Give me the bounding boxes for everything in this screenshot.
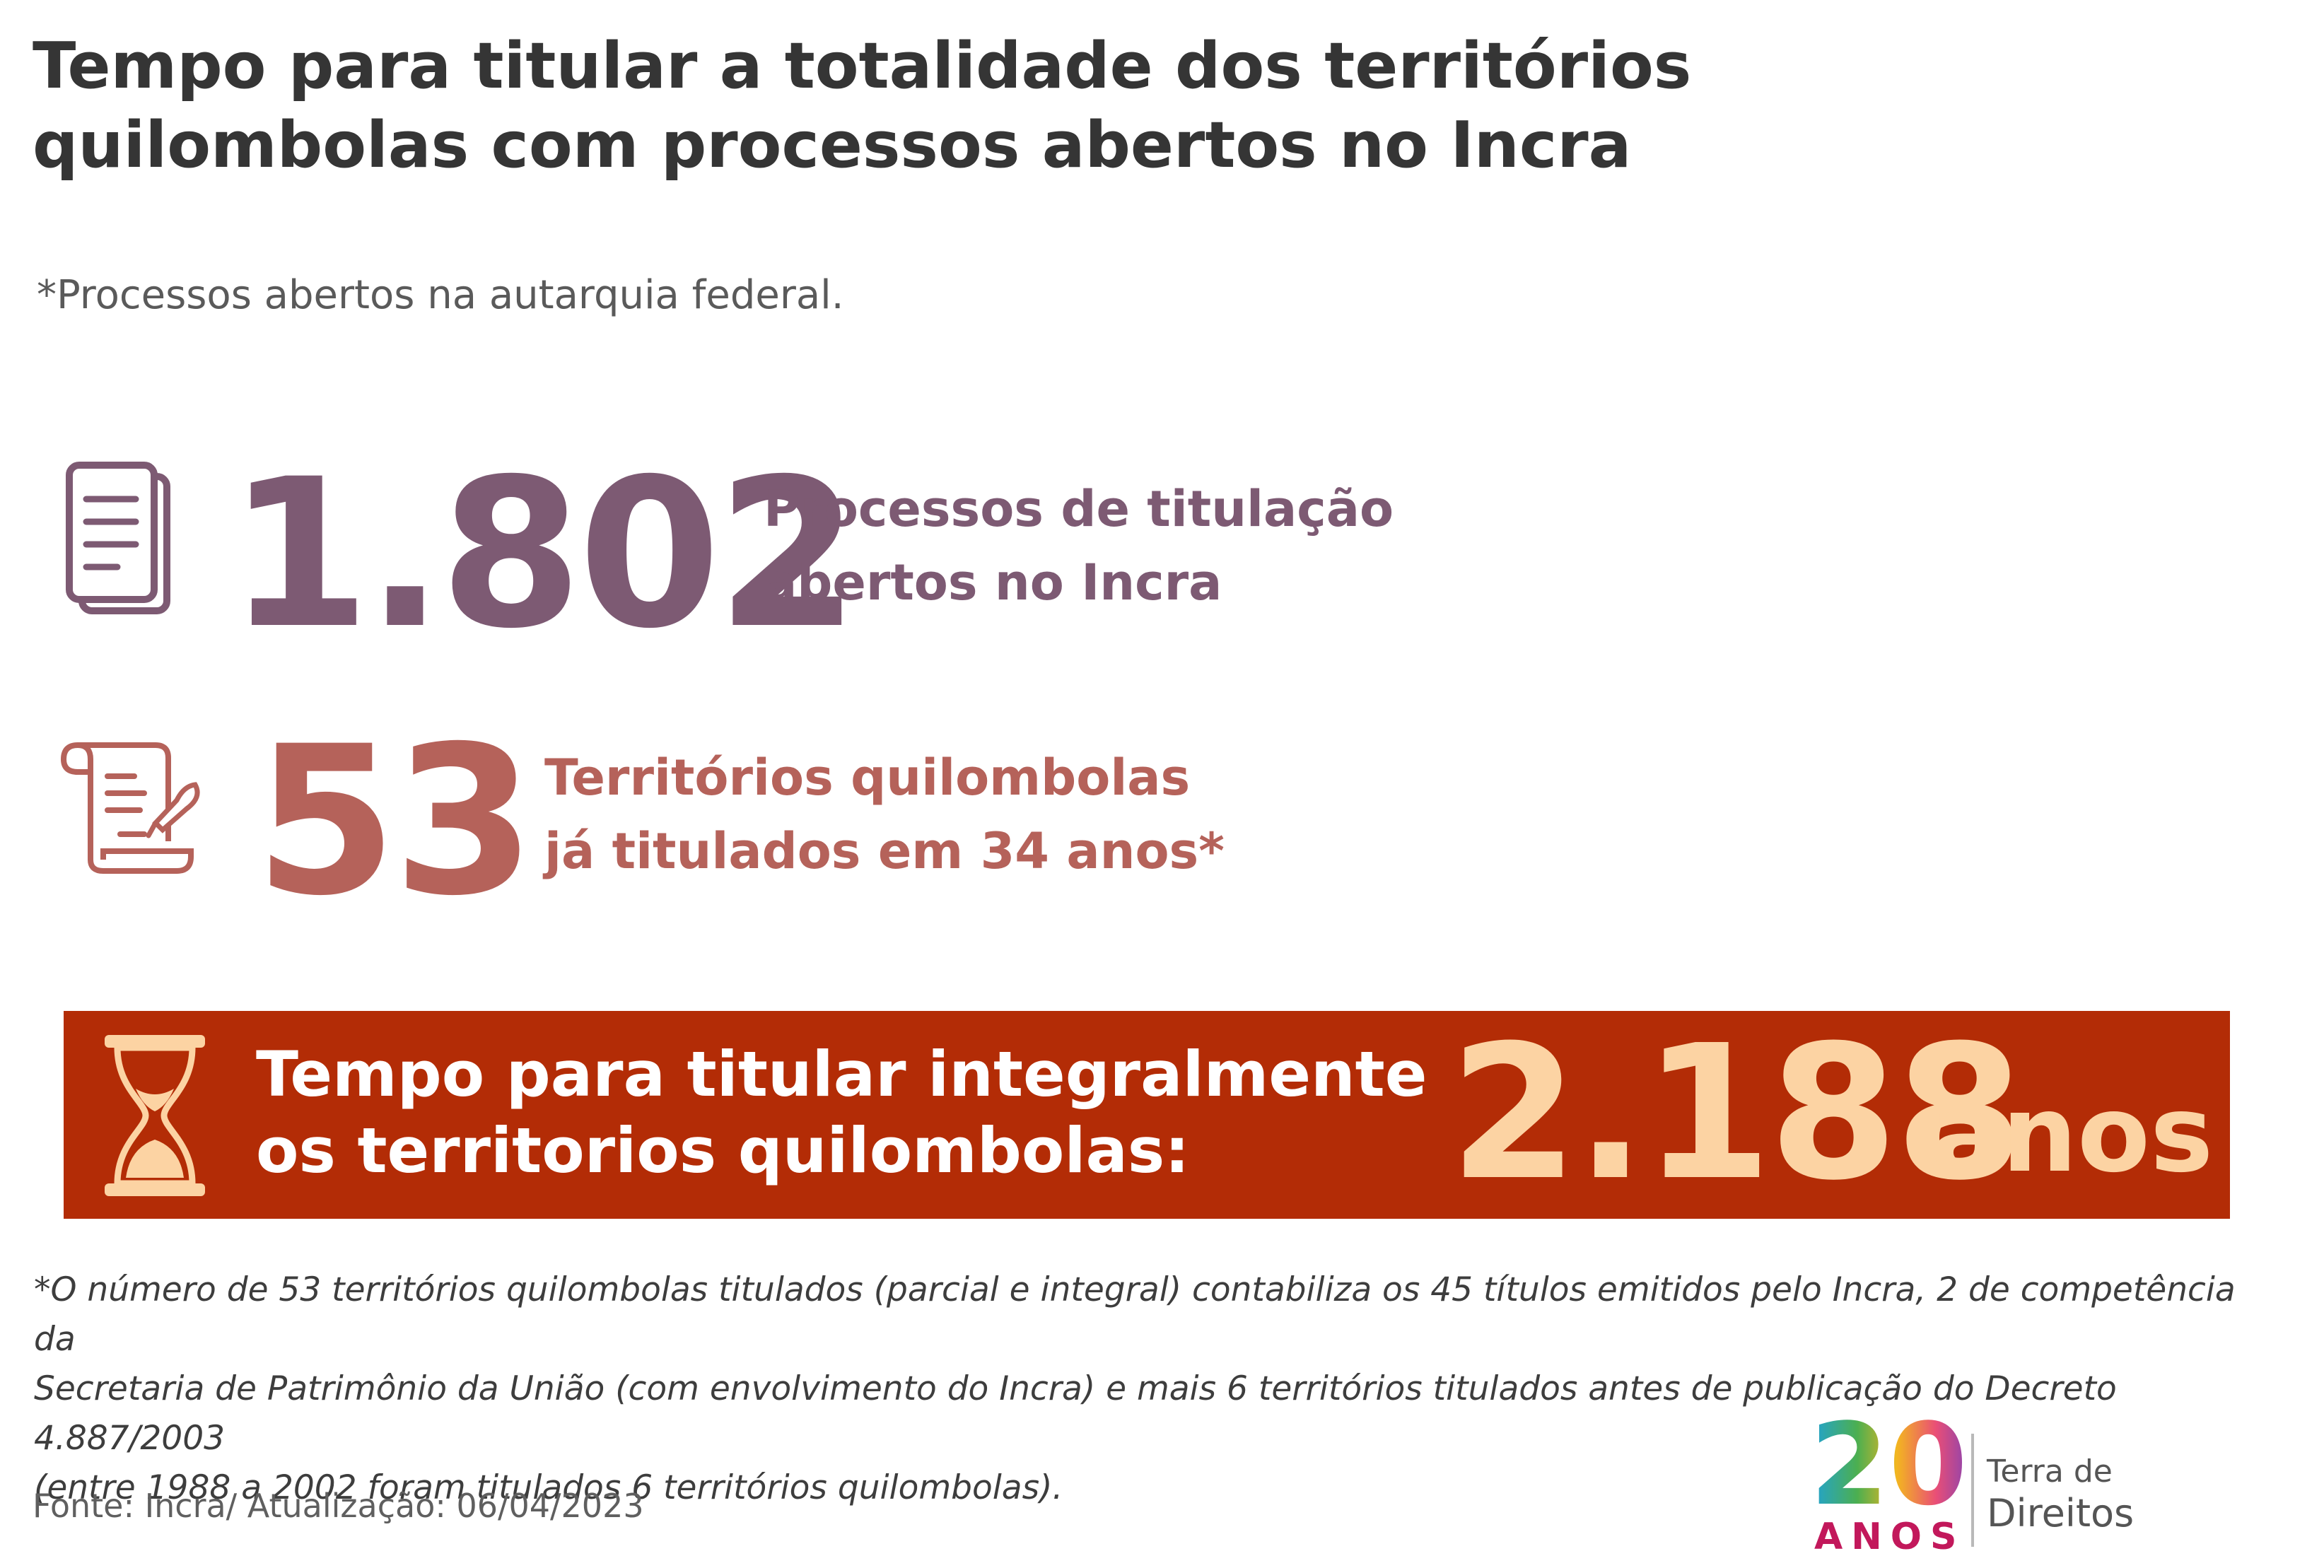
stat-titled-territories: 53 Territórios quilombolas já titulados …	[0, 0, 2324, 925]
banner-text: Tempo para titular integralmente os terr…	[256, 1036, 1427, 1189]
terra-de-direitos-logo: 20 ANOS Terra de Direitos	[1810, 1408, 2164, 1558]
hourglass-icon	[105, 1035, 205, 1196]
processes-label-line-2: abertos no Incra	[764, 554, 1222, 612]
logo-org-line-1: Terra de	[1987, 1453, 2113, 1490]
processes-label: Processos de titulação abertos no Incra	[764, 472, 1394, 619]
title-line-1: Tempo para titular a totalidade dos terr…	[33, 29, 1692, 103]
banner-years-value: 2.188	[1449, 1005, 2024, 1221]
logo-org-line-2: Direitos	[1987, 1491, 2135, 1535]
document-stack-icon	[66, 462, 170, 614]
titled-count: 53	[255, 703, 536, 941]
logo-number: 20	[1810, 1398, 1968, 1531]
page-title: Tempo para titular a totalidade dos terr…	[33, 27, 2154, 185]
banner-years-unit: anos	[1930, 1073, 2214, 1196]
footnote-line-3: (entre 1988 a 2002 foram titulados 6 ter…	[34, 1468, 1063, 1507]
title-line-2: quilombolas com processos abertos no Inc…	[33, 108, 1632, 182]
scroll-quill-icon	[60, 742, 200, 874]
page-subtitle: *Processos abertos na autarquia federal.	[37, 272, 844, 318]
titled-label-line-1: Territórios quilombolas	[544, 749, 1191, 807]
logo-divider	[1971, 1434, 1974, 1547]
stat-processes: 1.802 Processos de titulação abertos no …	[0, 0, 2324, 657]
banner-text-line-2: os territorios quilombolas:	[256, 1114, 1190, 1187]
processes-label-line-1: Processos de titulação	[764, 480, 1394, 538]
footnote: *O número de 53 territórios quilombolas …	[34, 1265, 2261, 1513]
time-banner: Tempo para titular integralmente os terr…	[64, 1011, 2230, 1219]
source-note: Fonte: Incra/ Atualização: 06/04/2023	[33, 1487, 644, 1525]
logo-20-anos-number: 20	[1810, 1408, 1968, 1521]
logo-anos: ANOS	[1814, 1516, 1966, 1558]
titled-label-line-2: já titulados em 34 anos*	[544, 822, 1225, 880]
footnote-line-1: *O número de 53 territórios quilombolas …	[34, 1270, 2236, 1359]
titled-label: Territórios quilombolas já titulados em …	[544, 741, 1225, 888]
processes-count: 1.802	[228, 435, 859, 674]
footnote-line-2: Secretaria de Patrimônio da União (com e…	[34, 1369, 2117, 1458]
banner-text-line-1: Tempo para titular integralmente	[256, 1038, 1427, 1111]
